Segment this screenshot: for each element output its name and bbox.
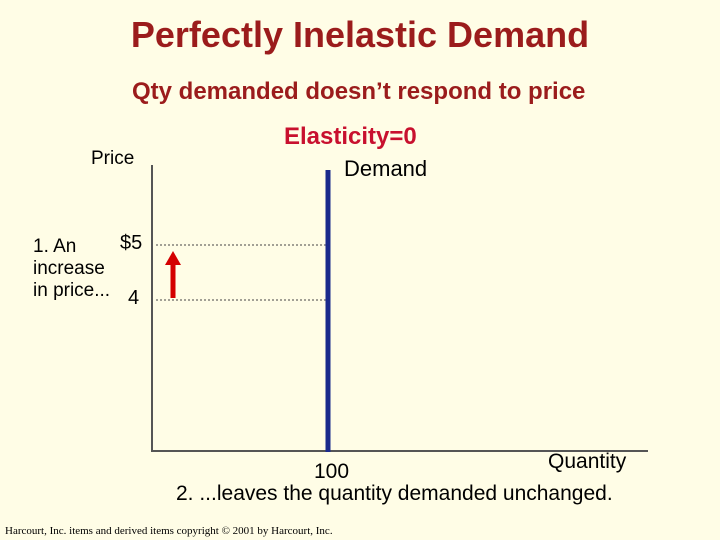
price-increase-note-line-2: increase (33, 258, 105, 279)
quantity-unchanged-note: 2. ...leaves the quantity demanded uncha… (176, 482, 613, 505)
demand-curve-label: Demand (344, 156, 428, 181)
elasticity-label: Elasticity=0 (284, 123, 417, 150)
price-increase-arrow-icon (165, 251, 181, 298)
y-tick-label-4: 4 (128, 287, 140, 309)
price-increase-note-line-3: in price... (33, 280, 111, 301)
price-increase-note-line-1: 1. An (33, 236, 77, 257)
x-tick-label-100: 100 (314, 460, 350, 483)
copyright-footer: Harcourt, Inc. items and derived items c… (5, 525, 333, 537)
price-increase-note: 1. An increase in price... (33, 236, 133, 302)
x-axis-label: Quantity (548, 450, 627, 473)
y-tick-label-5: $5 (120, 232, 143, 254)
slide-title: Perfectly Inelastic Demand (130, 14, 590, 55)
slide-subtitle: Qty demanded doesn’t respond to price (132, 78, 586, 105)
y-axis-label: Price (91, 148, 135, 169)
